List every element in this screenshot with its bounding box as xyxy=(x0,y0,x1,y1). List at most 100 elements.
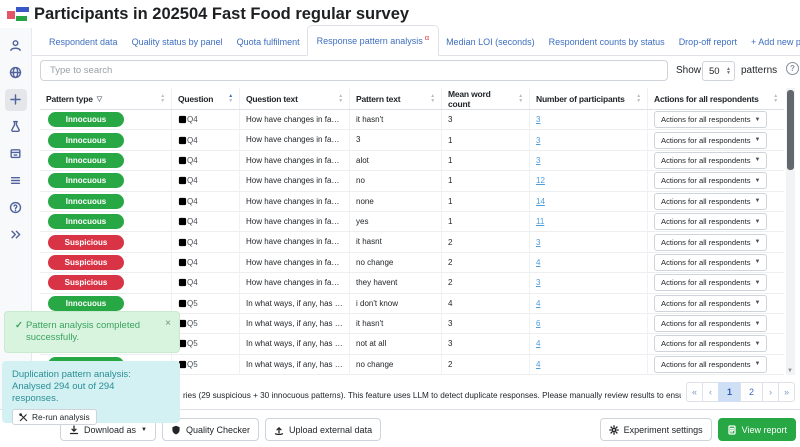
page-nav-button[interactable]: ‹ xyxy=(702,382,719,402)
table-row: Innocuous Q4 How have changes in fast fo… xyxy=(40,191,784,212)
page-button-1[interactable]: 1 xyxy=(718,382,741,402)
sidebar-item-archive[interactable] xyxy=(0,140,32,167)
tab-drop-off-report[interactable]: Drop-off report xyxy=(672,30,744,55)
pattern-text: none xyxy=(350,191,442,211)
rerun-analysis-button[interactable]: Re-run analysis xyxy=(12,409,97,425)
sidebar-item-help[interactable] xyxy=(0,194,32,221)
sidebar-item-experiments[interactable] xyxy=(0,113,32,140)
actions-dropdown[interactable]: Actions for all respondents ▼ xyxy=(654,111,768,129)
question-text: How have changes in fast food prices ove… xyxy=(240,232,350,252)
participants-link[interactable]: 3 xyxy=(536,115,541,125)
actions-dropdown[interactable]: Actions for all respondents ▼ xyxy=(654,172,768,190)
pattern-text: i don't know xyxy=(350,293,442,313)
actions-dropdown[interactable]: Actions for all respondents ▼ xyxy=(654,335,768,353)
results-summary: ries (29 suspicious + 30 innocuous patte… xyxy=(183,391,681,400)
tab-quota-fulfilment[interactable]: Quota fulfilment xyxy=(230,30,307,55)
scrollbar-thumb[interactable] xyxy=(787,90,794,170)
page-nav-button[interactable]: » xyxy=(778,382,795,402)
sidebar-item-add[interactable] xyxy=(0,86,32,113)
pattern-text: not at all xyxy=(350,334,442,354)
participants-link[interactable]: 4 xyxy=(536,359,541,369)
column-header[interactable]: Actions for all respondents ▽ ▲▼ xyxy=(648,88,784,109)
logo-blue-block xyxy=(16,7,29,12)
participants-link[interactable]: 12 xyxy=(536,176,545,186)
sort-icon[interactable]: ▲ ▼ xyxy=(773,93,778,104)
close-icon[interactable]: × xyxy=(165,318,171,329)
search-input[interactable] xyxy=(40,60,668,81)
question-code: Q5 xyxy=(187,359,198,369)
tab-quality-status-by-panel[interactable]: Quality status by panel xyxy=(125,30,230,55)
question-icon xyxy=(178,156,187,165)
participants-link[interactable]: 6 xyxy=(536,319,541,329)
sort-icon[interactable]: ▲ ▼ xyxy=(636,93,641,104)
question-text: How have changes in fast food prices ove… xyxy=(240,171,350,191)
sort-icon[interactable]: ▲ ▼ xyxy=(430,93,435,104)
tab-add-new-pivot[interactable]: + Add new pivot xyxy=(744,30,800,55)
caret-down-icon: ▼ xyxy=(754,198,761,205)
page-nav-button[interactable]: › xyxy=(762,382,779,402)
column-header[interactable]: Pattern type ▽ ▲ ▼ xyxy=(40,88,172,109)
question-text: How have changes in fast food prices ove… xyxy=(240,130,350,150)
question-icon xyxy=(178,197,187,205)
participants-link[interactable]: 14 xyxy=(536,196,545,206)
sort-icon[interactable]: ▲ ▼ xyxy=(518,93,523,104)
sort-icon[interactable]: ▲ ▼ xyxy=(338,93,343,104)
actions-dropdown[interactable]: Actions for all respondents ▼ xyxy=(654,294,768,312)
tab-label: Median LOI (seconds) xyxy=(446,37,535,47)
toast-info: Duplication pattern analysis: Analysed 2… xyxy=(2,361,180,425)
tab-label: Quality status by panel xyxy=(131,37,223,47)
view-report-button[interactable]: View report xyxy=(717,418,796,441)
participants-link[interactable]: 3 xyxy=(536,237,541,247)
tab-respondent-data[interactable]: Respondent data xyxy=(42,30,125,55)
pattern-text: 3 xyxy=(350,130,442,150)
participants-link[interactable]: 11 xyxy=(536,217,545,227)
upload-external-data-button[interactable]: Upload external data xyxy=(265,418,382,441)
participants-link[interactable]: 3 xyxy=(536,135,541,145)
page-nav-button[interactable]: « xyxy=(686,382,703,402)
column-header[interactable]: Question text ▽ ▲▼ xyxy=(240,88,350,109)
question-code: Q4 xyxy=(187,176,198,186)
actions-dropdown[interactable]: Actions for all respondents ▼ xyxy=(654,315,768,333)
actions-dropdown[interactable]: Actions for all respondents ▼ xyxy=(654,274,768,292)
column-header[interactable]: Question ▽ ▲▼ xyxy=(172,88,240,109)
mean-word-count: 1 xyxy=(442,191,530,211)
sidebar-item-expand[interactable] xyxy=(0,221,32,248)
tab-median-loi-seconds[interactable]: Median LOI (seconds) xyxy=(439,30,542,55)
quality-checker-button[interactable]: Quality Checker xyxy=(161,418,260,441)
help-icon[interactable]: ? xyxy=(786,62,799,75)
participants-link[interactable]: 4 xyxy=(536,257,541,267)
actions-dropdown[interactable]: Actions for all respondents ▼ xyxy=(654,213,768,231)
sidebar-item-user[interactable] xyxy=(0,32,32,59)
participants-link[interactable]: 4 xyxy=(536,339,541,349)
sidebar-item-menu[interactable] xyxy=(0,167,32,194)
sort-icon[interactable]: ▲ ▼ xyxy=(160,93,165,104)
column-header[interactable]: Number of participants ▽ ▲▼ xyxy=(530,88,648,109)
column-header[interactable]: Pattern text ▽ ▲▼ xyxy=(350,88,442,109)
actions-dropdown[interactable]: Actions for all respondents ▼ xyxy=(654,233,768,251)
caret-down-icon: ▼ xyxy=(754,218,761,225)
question-code: Q4 xyxy=(187,257,198,267)
column-header[interactable]: Mean word count ▽ ▲▼ xyxy=(442,88,530,109)
participants-link[interactable]: 3 xyxy=(536,278,541,288)
tab-response-pattern-analysis[interactable]: Response pattern analysis α xyxy=(306,25,440,56)
sidebar-item-globe[interactable] xyxy=(0,59,32,86)
page-size-select[interactable]: 50 ▲ ▼ xyxy=(702,61,735,81)
column-label: Question text xyxy=(246,93,298,104)
table-scrollbar[interactable]: ▼ xyxy=(786,88,795,375)
sort-icon[interactable]: ▲ ▼ xyxy=(228,93,233,104)
scrollbar-down-icon[interactable]: ▼ xyxy=(787,368,793,374)
pattern-type-badge: Innocuous xyxy=(48,173,124,189)
question-icon xyxy=(178,116,187,124)
tab-respondent-counts-by-status[interactable]: Respondent counts by status xyxy=(542,30,672,55)
actions-dropdown[interactable]: Actions for all respondents ▼ xyxy=(654,192,768,210)
actions-dropdown[interactable]: Actions for all respondents ▼ xyxy=(654,355,768,373)
actions-dropdown[interactable]: Actions for all respondents ▼ xyxy=(654,253,768,271)
actions-dropdown[interactable]: Actions for all respondents ▼ xyxy=(654,151,768,169)
actions-dropdown[interactable]: Actions for all respondents ▼ xyxy=(654,131,768,149)
participants-link[interactable]: 3 xyxy=(536,155,541,165)
participants-link[interactable]: 4 xyxy=(536,298,541,308)
filter-icon[interactable]: ▽ xyxy=(96,95,102,103)
experiment-settings-button[interactable]: Experiment settings xyxy=(599,418,712,441)
table-row: Innocuous Q4 How have changes in fast fo… xyxy=(40,150,784,172)
page-button-2[interactable]: 2 xyxy=(740,382,763,402)
